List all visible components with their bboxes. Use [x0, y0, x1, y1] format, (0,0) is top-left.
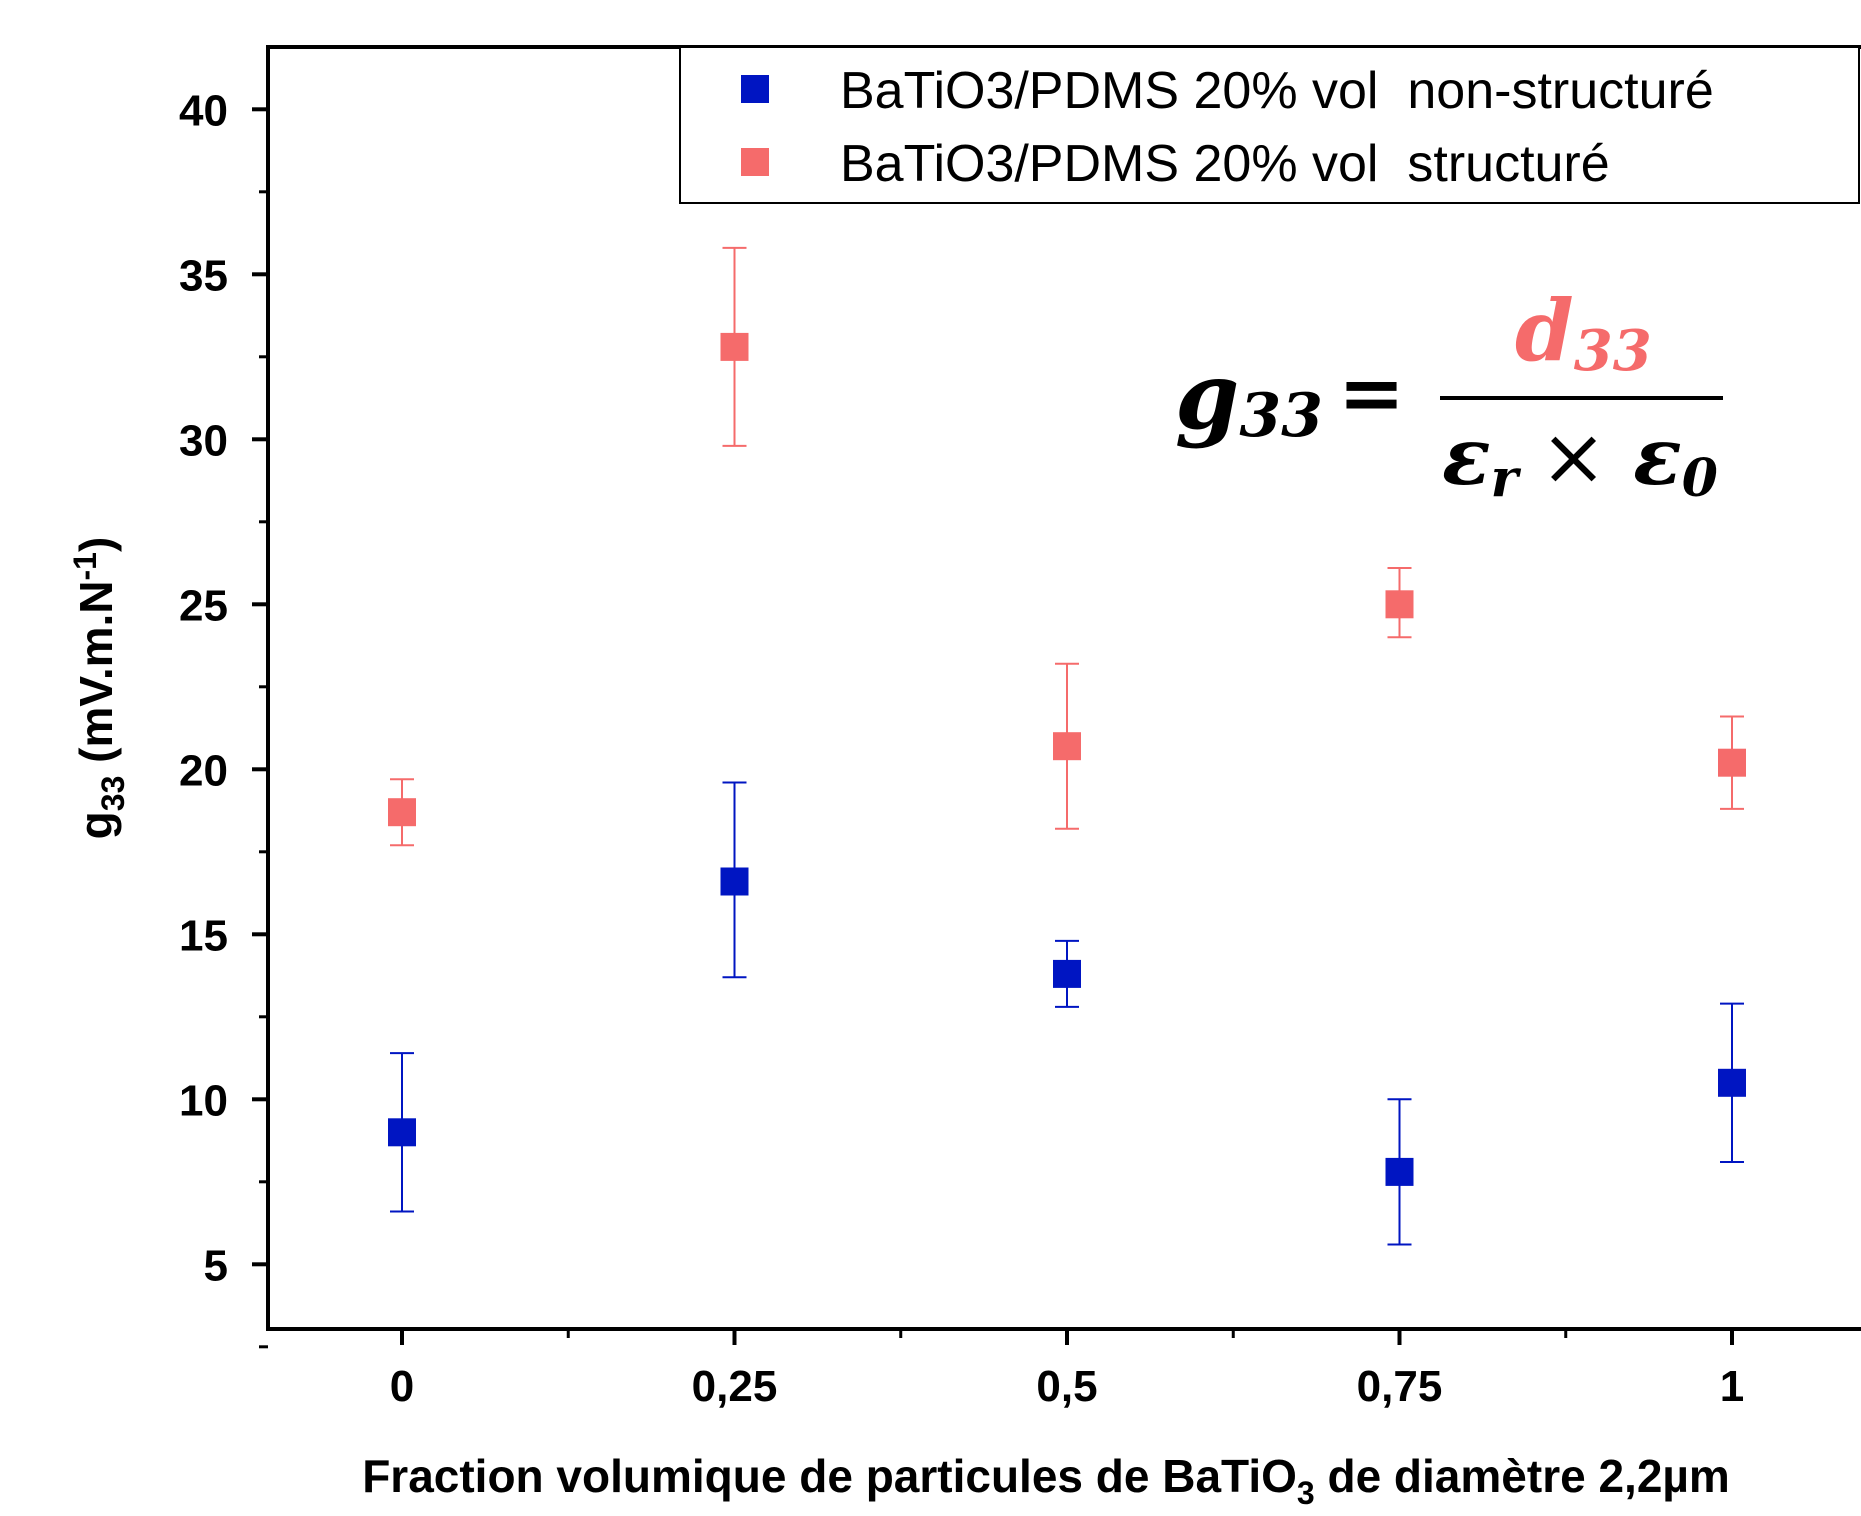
data-point [1053, 732, 1081, 761]
legend-swatch-structure [741, 148, 769, 176]
x-tick-label: 0,75 [1357, 1362, 1443, 1411]
x-tick-label: 1 [1720, 1362, 1744, 1411]
x-tick-label: 0 [390, 1362, 414, 1411]
series-1 [388, 246, 1746, 847]
legend-swatch-non-structure [741, 75, 769, 103]
data-point [720, 867, 749, 896]
legend-label-non-structure: BaTiO3/PDMS 20% vol non-structuré [840, 62, 1714, 120]
legend-box [679, 46, 1860, 204]
y-tick-label: 15 [179, 911, 228, 960]
data-point [720, 332, 749, 361]
formula-equals: = [1338, 345, 1405, 439]
data-point [1718, 748, 1746, 777]
legend: BaTiO3/PDMS 20% vol non-structuré BaTiO3… [679, 46, 1860, 204]
y-tick-label: 40 [179, 86, 228, 135]
formula-numerator: d33 [1515, 281, 1652, 384]
y-tick-label: 5 [204, 1241, 228, 1290]
data-point [1385, 1157, 1414, 1186]
data-point [388, 1118, 416, 1147]
data-point [1385, 590, 1414, 619]
series-layer [388, 246, 1746, 1246]
series-0 [388, 781, 1746, 1246]
formula-annotation: g33 = d33 εr × ε0 [1175, 281, 1723, 509]
x-tick-label: 0,25 [692, 1362, 778, 1411]
data-point [1718, 1068, 1746, 1097]
x-axis-title: Fraction volumique de particules de BaTi… [362, 1450, 1730, 1511]
data-point [1053, 959, 1081, 988]
legend-label-structure: BaTiO3/PDMS 20% vol structuré [840, 135, 1610, 193]
y-tick-label: 25 [179, 581, 228, 630]
x-tick-label: 0,5 [1036, 1362, 1097, 1411]
y-tick-label: 30 [179, 416, 228, 465]
formula-lhs: g33 [1175, 342, 1323, 451]
y-axis-ticks: 5 10 15 20 25 30 35 40 [179, 86, 268, 1349]
y-tick-label: 35 [179, 251, 228, 300]
y-tick-label: 10 [179, 1076, 228, 1125]
axes-frame [266, 45, 1861, 1331]
x-axis-ticks: 0 0,25 0,5 0,75 1 [390, 1329, 1744, 1411]
y-tick-label: 20 [179, 746, 228, 795]
data-point [388, 798, 416, 827]
formula-denominator: εr × ε0 [1442, 409, 1718, 509]
y-axis-title: g33 (mV.m.N-1) [67, 537, 131, 840]
